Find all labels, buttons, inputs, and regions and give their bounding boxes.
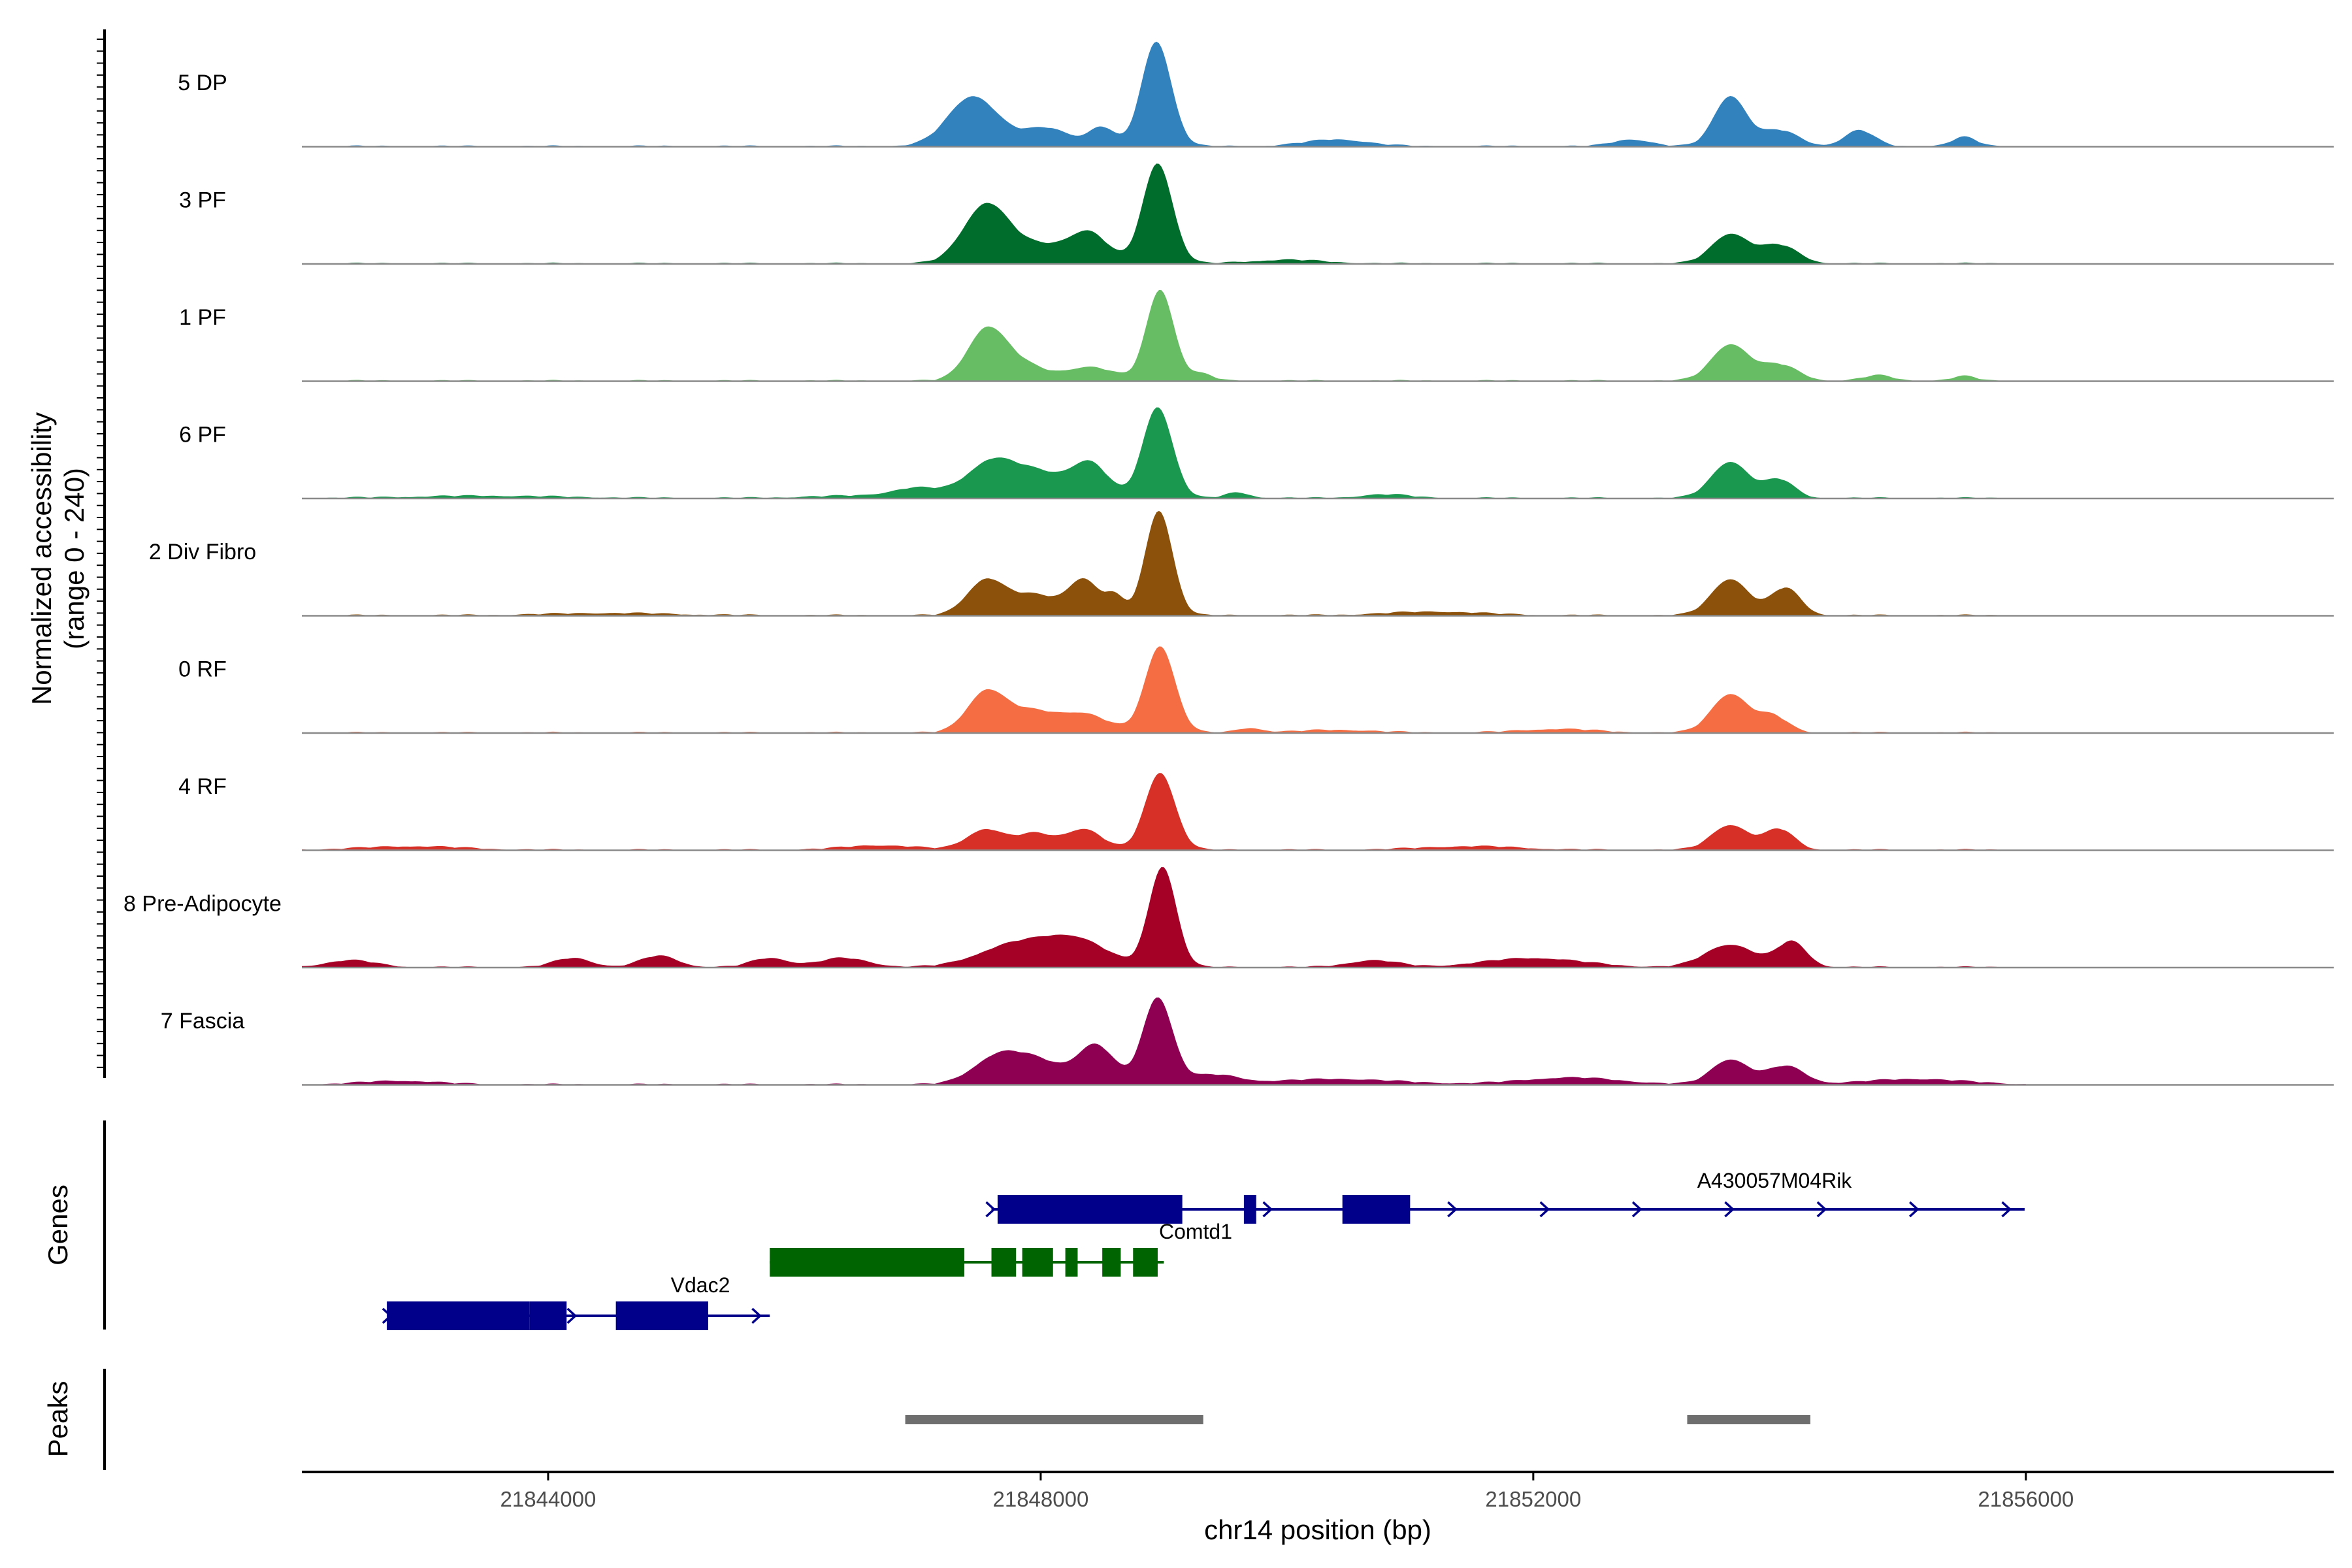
- strand-arrow: [2001, 1201, 2012, 1218]
- x-axis-ticks: 21844000 21848000 21852000 21856000: [500, 1472, 2074, 1511]
- track-label: 5 DP: [178, 71, 227, 95]
- x-tick-label: 21848000: [992, 1487, 1088, 1511]
- strand-arrow: [751, 1307, 762, 1324]
- strand-arrow: [1724, 1201, 1735, 1218]
- y-axis-title-line1: Normalized accessibility: [26, 412, 57, 705]
- track-7-fascia: 7 Fascia: [161, 997, 2334, 1086]
- gene-exon: [1243, 1195, 1256, 1224]
- strand-arrow: [1262, 1201, 1273, 1218]
- gene-exon: [997, 1195, 1183, 1224]
- track-2-div-fibro: 2 Div Fibro: [149, 510, 2334, 617]
- coverage-area: [302, 41, 2026, 147]
- gene-exon: [1102, 1248, 1121, 1277]
- coverage-area: [302, 163, 2026, 264]
- track-label: 6 PF: [179, 423, 226, 448]
- track-5-dp: 5 DP: [178, 41, 2334, 148]
- strand-arrow: [1539, 1201, 1550, 1218]
- strand-arrow: [985, 1201, 996, 1218]
- strand-arrow: [1816, 1201, 1827, 1218]
- gene-vdac2: Vdac2: [382, 1273, 770, 1330]
- coverage-area: [302, 646, 2026, 733]
- track-label: 4 RF: [178, 774, 227, 799]
- gene-exon: [770, 1248, 965, 1277]
- x-tick-label: 21852000: [1485, 1487, 1581, 1511]
- gene-label: Vdac2: [671, 1273, 730, 1297]
- x-axis-title: chr14 position (bp): [1204, 1514, 1431, 1545]
- gene-exon: [529, 1301, 567, 1330]
- coverage-area: [302, 290, 2026, 382]
- coverage-tracks: 5 DP 3 PF 1 PF 6 PF 2 Div Fibro 0 RF 4 RF 8 Pre…: [123, 41, 2334, 1086]
- strand-arrow: [1908, 1201, 1919, 1218]
- coverage-area: [302, 773, 2026, 851]
- coverage-area: [302, 997, 2026, 1085]
- gene-a430057m04rik: A430057M04Rik: [985, 1169, 2025, 1224]
- gene-label: A430057M04Rik: [1697, 1169, 1853, 1192]
- peak-regions: [905, 1415, 1810, 1424]
- gene-exon: [615, 1301, 708, 1330]
- strand-arrow: [1631, 1201, 1642, 1218]
- strand-arrow: [1447, 1201, 1458, 1218]
- x-tick-label: 21844000: [500, 1487, 596, 1511]
- x-tick-label: 21856000: [1978, 1487, 2074, 1511]
- peak-region-bar: [905, 1415, 1203, 1424]
- gene-exon: [1022, 1248, 1053, 1277]
- peak-region-bar: [1687, 1415, 1810, 1424]
- coverage-area: [302, 407, 2026, 498]
- track-4-rf: 4 RF: [178, 773, 2334, 851]
- track-label: 3 PF: [179, 188, 226, 213]
- coverage-y-axis: Normalized accessibility (range 0 - 240): [26, 29, 106, 1078]
- gene-exon: [387, 1301, 530, 1330]
- gene-exon: [1133, 1248, 1158, 1277]
- track-1-pf: 1 PF: [179, 290, 2334, 382]
- track-8-pre-adipocyte: 8 Pre-Adipocyte: [123, 867, 2334, 969]
- coverage-y-ticks: [97, 39, 105, 1068]
- peaks-panel: Peaks: [42, 1369, 1810, 1470]
- gene-models: A430057M04Rik Comtd1 Vdac2: [382, 1169, 2025, 1330]
- track-label: 7 Fascia: [161, 1009, 245, 1034]
- track-0-rf: 0 RF: [178, 646, 2334, 734]
- track-label: 2 Div Fibro: [149, 540, 256, 564]
- x-axis: 21844000 21848000 21852000 21856000 chr14 p…: [302, 1471, 2334, 1545]
- coverage-area: [302, 867, 2026, 968]
- gene-comtd1: Comtd1: [770, 1220, 1232, 1277]
- peaks-panel-label: Peaks: [42, 1381, 73, 1458]
- coverage-area: [302, 510, 2026, 616]
- track-label: 1 PF: [179, 305, 226, 330]
- gene-label: Comtd1: [1159, 1220, 1232, 1243]
- track-label: 8 Pre-Adipocyte: [123, 892, 282, 917]
- gene-exon: [1342, 1195, 1411, 1224]
- track-3-pf: 3 PF: [179, 163, 2334, 265]
- y-axis-title-line2: (range 0 - 240): [59, 468, 90, 649]
- genes-panel-label: Genes: [42, 1184, 73, 1266]
- strand-arrow: [566, 1307, 578, 1324]
- gene-exon: [1065, 1248, 1078, 1277]
- gene-exon: [991, 1248, 1017, 1277]
- genes-panel: Genes A430057M04Rik Comtd1 Vdac2: [42, 1120, 2025, 1330]
- track-6-pf: 6 PF: [179, 407, 2334, 500]
- track-label: 0 RF: [178, 657, 227, 682]
